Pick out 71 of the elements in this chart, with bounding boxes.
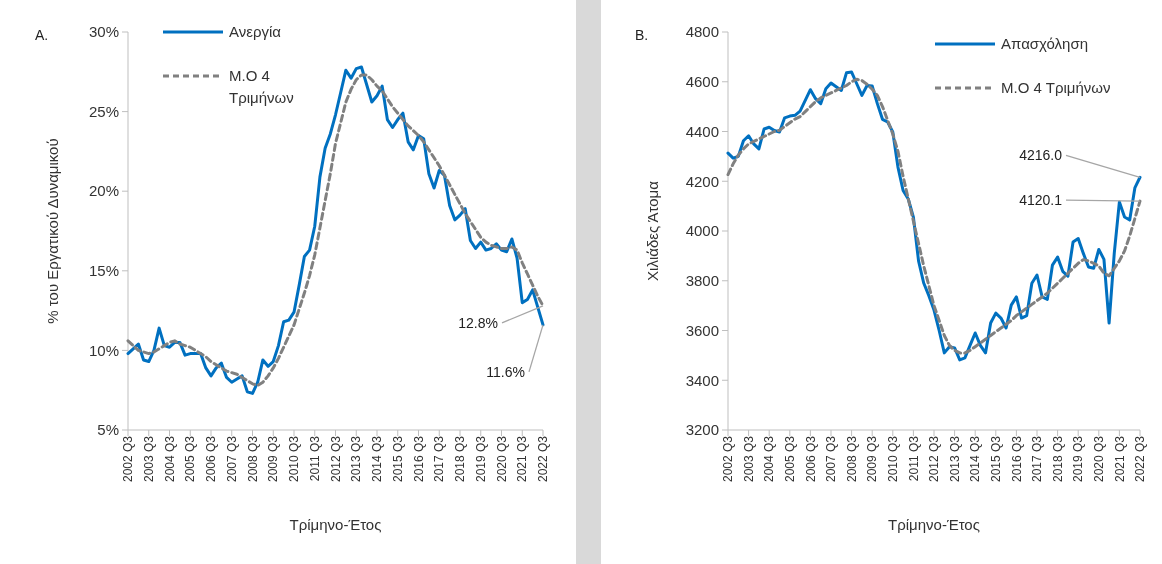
x-tick-label: 2016 Q3 [411,435,426,483]
y-tick-label: 4600 [685,73,719,90]
x-tick-label: 2015 Q3 [390,435,405,483]
annotation: 11.6% [486,363,525,380]
y-axis-title: % του Εργατικού Δυναμικού [44,138,61,324]
legend-label: Μ.Ο 4 Τριμήνων [229,67,294,106]
x-tick-label: 2018 Q3 [453,435,468,483]
y-tick-label: 3600 [685,321,719,339]
x-tick-label: 2006 Q3 [204,435,219,483]
x-tick-label: 2017 Q3 [432,435,447,483]
y-tick-label: 25% [88,102,119,120]
x-tick-label: 2004 Q3 [162,435,177,483]
y-tick-label: 10% [88,341,119,359]
x-tick-label: 2013 Q3 [349,435,364,483]
x-tick-label: 2022 Q3 [1133,435,1148,483]
x-tick-label: 2020 Q3 [494,435,509,483]
x-tick-label: 2013 Q3 [947,435,962,483]
y-tick-label: 3400 [685,371,719,389]
x-tick-label: 2014 Q3 [968,435,983,483]
x-tick-label: 2007 Q3 [824,435,839,483]
x-tick-label: 2019 Q3 [473,435,488,483]
x-tick-label: 2019 Q3 [1071,435,1086,483]
y-axis-title: Χιλιάδες Άτομα [644,180,661,281]
x-tick-label: 2005 Q3 [783,435,797,483]
x-tick-label: 2012 Q3 [927,435,942,483]
x-tick-label: 2021 Q3 [515,435,530,483]
x-tick-label: 2011 Q3 [906,435,921,482]
x-tick-label: 2021 Q3 [1112,435,1127,483]
x-tick-label: 2008 Q3 [245,435,260,483]
annotation: 12.8% [458,314,498,331]
y-tick-label: 4200 [685,172,719,190]
annotation: 4120.1 [1019,192,1063,209]
y-tick-label: 4800 [685,23,719,41]
x-tick-label: 2002 Q3 [721,435,736,483]
x-tick-label: 2004 Q3 [762,435,777,483]
x-tick-label: 2010 Q3 [287,435,302,483]
y-tick-label: 4000 [685,222,719,240]
x-tick-label: 2022 Q3 [536,435,551,483]
y-tick-label: 4400 [685,122,719,140]
x-tick-label: 2017 Q3 [1030,435,1045,483]
x-tick-label: 2018 Q3 [1050,435,1065,483]
x-tick-label: 2007 Q3 [224,435,239,483]
x-tick-label: 2009 Q3 [266,435,281,483]
text: A. [35,27,49,43]
y-tick-label: 15% [88,262,119,280]
y-tick-label: 20% [88,182,119,200]
x-tick-label: 2002 Q3 [121,435,136,483]
y-tick-label: 5% [97,421,119,439]
x-tick-label: 2016 Q3 [1009,435,1024,483]
legend-label: Ανεργία [229,23,282,40]
x-tick-label: 2012 Q3 [328,435,343,483]
x-tick-label: 2010 Q3 [886,435,900,483]
y-tick-label: 3800 [685,272,719,289]
text: B. [635,27,649,43]
x-tick-label: 2003 Q3 [741,435,756,483]
x-tick-label: 2005 Q3 [183,435,198,483]
x-axis-title: Τρίμηνο-Έτος [888,516,980,533]
legend-label: Μ.Ο 4 Τριμήνων [1001,79,1111,96]
legend-label: Απασχόληση [1001,35,1089,52]
y-tick-label: 30% [88,23,119,41]
x-tick-label: 2020 Q3 [1092,435,1106,483]
annotation: 4216.0 [1019,147,1063,164]
x-tick-label: 2011 Q3 [307,435,322,482]
y-tick-label: 3200 [685,421,719,439]
x-tick-label: 2006 Q3 [803,435,818,483]
x-tick-label: 2008 Q3 [844,435,859,483]
x-tick-label: 2009 Q3 [865,435,880,483]
x-tick-label: 2003 Q3 [141,435,156,483]
x-tick-label: 2015 Q3 [989,435,1003,483]
x-tick-label: 2014 Q3 [370,435,385,483]
x-axis-title: Τρίμηνο-Έτος [289,516,382,533]
